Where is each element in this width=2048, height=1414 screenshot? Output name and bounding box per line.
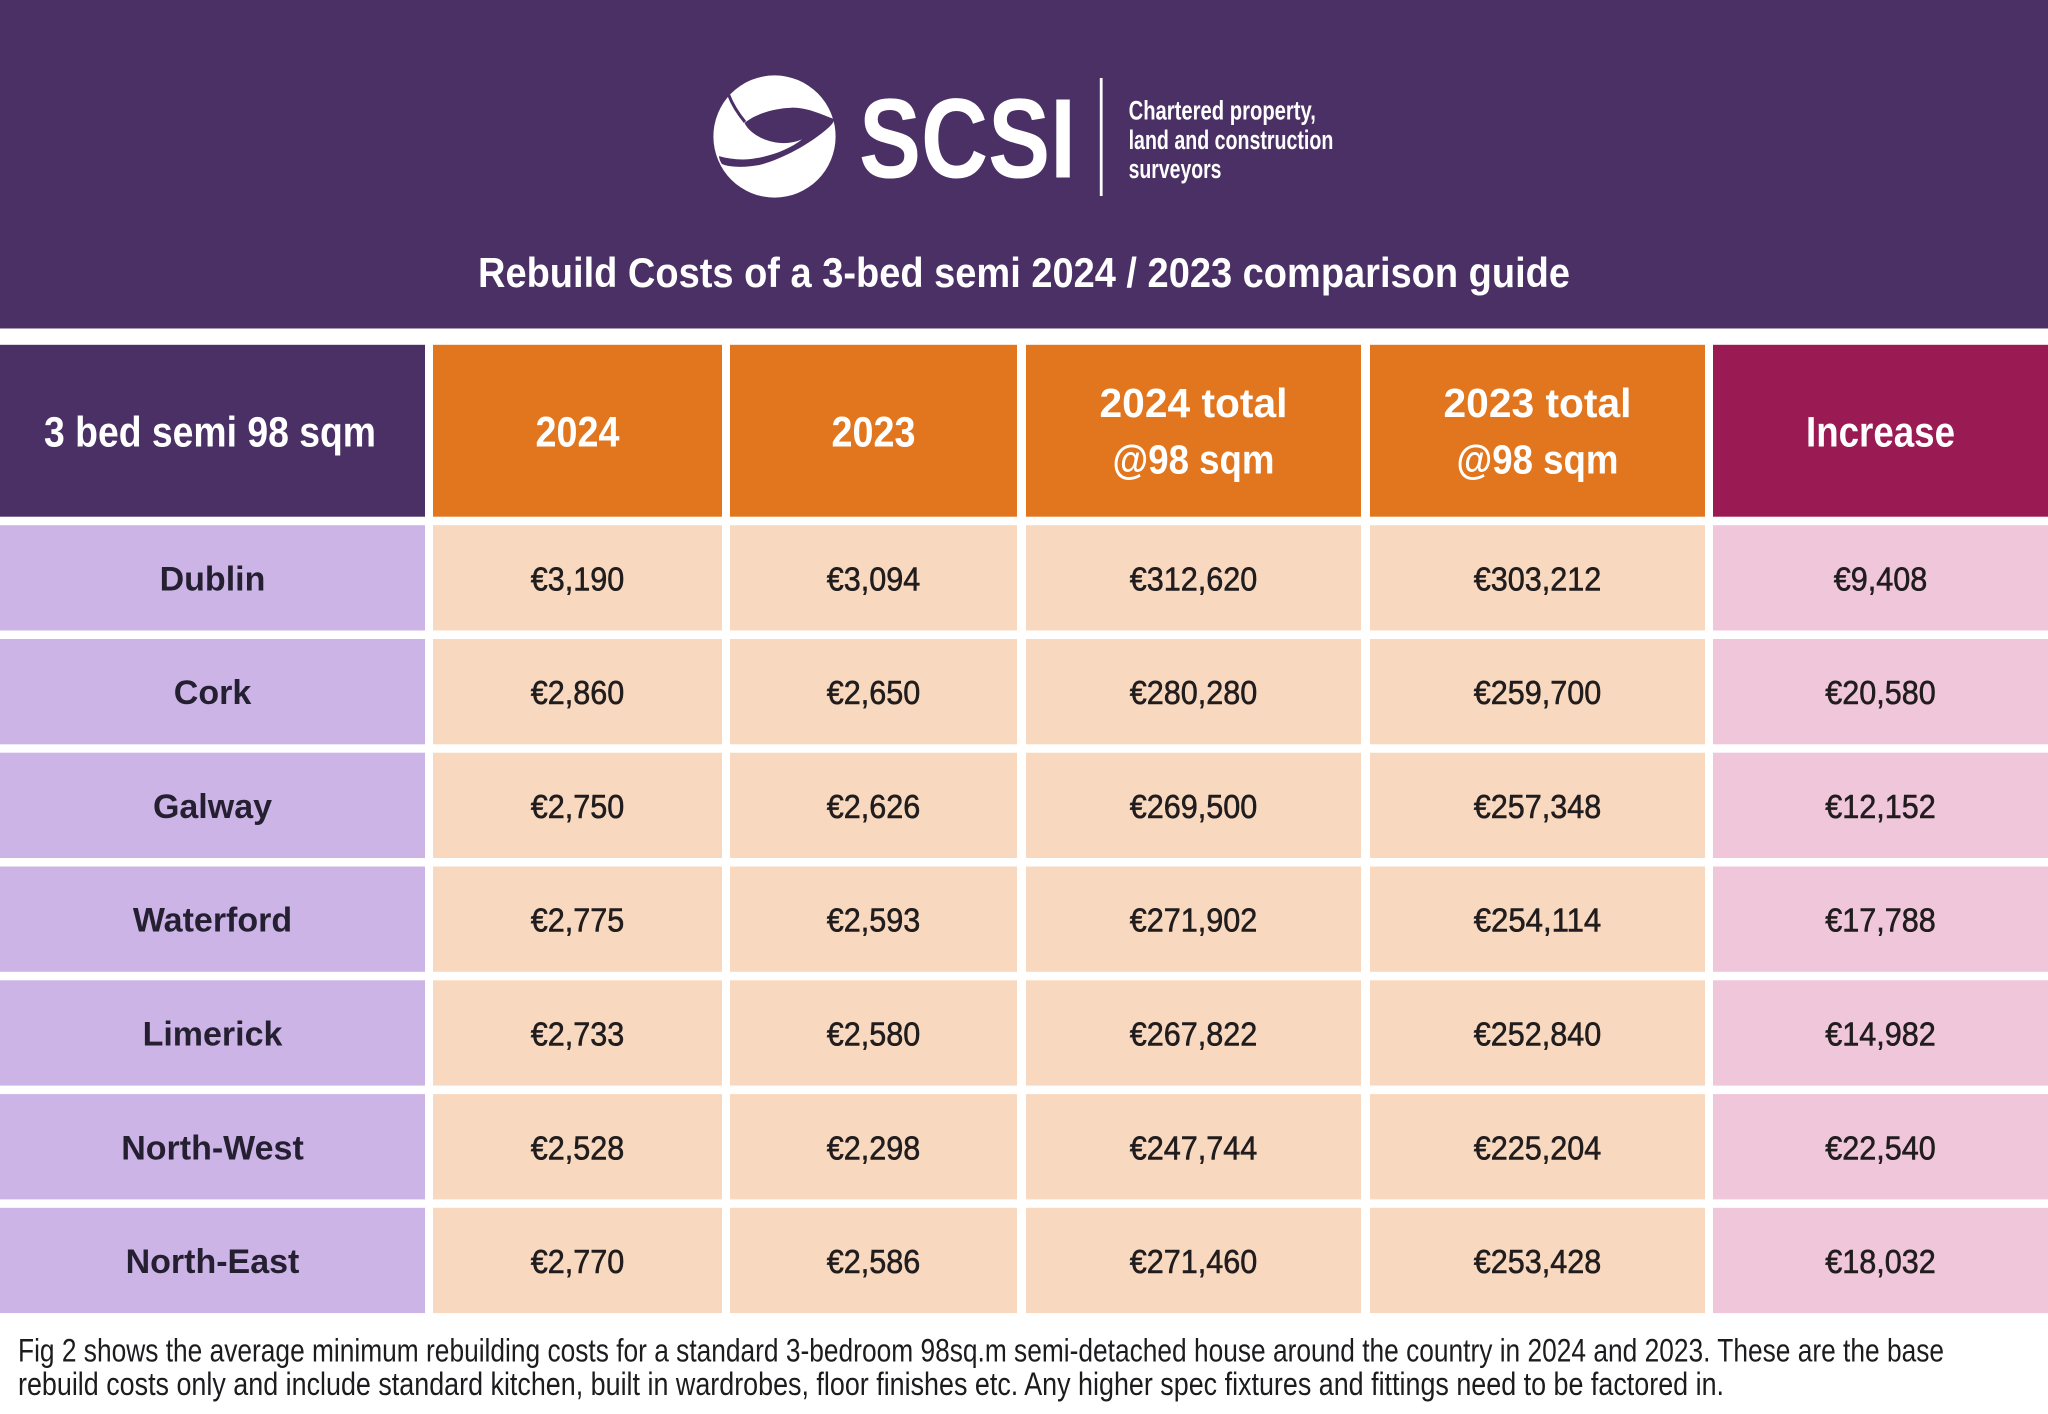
svg-text:North-East: North-East xyxy=(126,1243,300,1281)
svg-text:€257,348: €257,348 xyxy=(1474,788,1602,825)
svg-text:SCSI: SCSI xyxy=(859,76,1076,202)
svg-text:Limerick: Limerick xyxy=(143,1016,283,1054)
svg-text:€247,744: €247,744 xyxy=(1130,1129,1258,1166)
svg-text:€253,428: €253,428 xyxy=(1474,1243,1602,1280)
svg-text:€17,788: €17,788 xyxy=(1825,902,1936,939)
svg-text:€18,032: €18,032 xyxy=(1825,1243,1936,1280)
svg-text:Rebuild Costs of a 3-bed semi: Rebuild Costs of a 3-bed semi 2024 / 202… xyxy=(478,249,1570,296)
svg-text:€269,500: €269,500 xyxy=(1130,788,1258,825)
svg-text:€2,593: €2,593 xyxy=(827,902,921,939)
svg-text:€271,902: €271,902 xyxy=(1130,902,1258,939)
svg-text:€2,750: €2,750 xyxy=(531,788,625,825)
svg-text:€20,580: €20,580 xyxy=(1825,674,1936,711)
svg-text:2023: 2023 xyxy=(832,409,916,457)
svg-text:@98 sqm: @98 sqm xyxy=(1457,436,1619,482)
svg-text:Waterford: Waterford xyxy=(133,902,292,940)
svg-text:€254,114: €254,114 xyxy=(1474,902,1602,939)
svg-text:€2,586: €2,586 xyxy=(827,1243,921,1280)
svg-text:€22,540: €22,540 xyxy=(1825,1129,1936,1166)
svg-text:€14,982: €14,982 xyxy=(1825,1016,1936,1053)
svg-text:rebuild costs only and include: rebuild costs only and include standard … xyxy=(18,1366,1724,1402)
svg-text:€3,190: €3,190 xyxy=(531,560,625,597)
svg-text:Chartered property,: Chartered property, xyxy=(1129,96,1316,126)
svg-text:€2,650: €2,650 xyxy=(827,674,921,711)
svg-text:North-West: North-West xyxy=(121,1129,304,1167)
svg-text:€2,298: €2,298 xyxy=(827,1129,921,1166)
svg-text:€303,212: €303,212 xyxy=(1474,560,1602,597)
svg-text:€9,408: €9,408 xyxy=(1834,560,1928,597)
svg-text:2023 total: 2023 total xyxy=(1444,380,1632,426)
svg-text:Dublin: Dublin xyxy=(160,560,266,598)
svg-text:Increase: Increase xyxy=(1806,409,1955,457)
svg-text:€280,280: €280,280 xyxy=(1130,674,1258,711)
svg-text:2024: 2024 xyxy=(536,409,620,457)
svg-text:€267,822: €267,822 xyxy=(1130,1016,1258,1053)
svg-text:€259,700: €259,700 xyxy=(1474,674,1602,711)
svg-text:€2,528: €2,528 xyxy=(531,1129,625,1166)
svg-text:€271,460: €271,460 xyxy=(1130,1243,1258,1280)
svg-text:€2,775: €2,775 xyxy=(531,902,625,939)
svg-text:€225,204: €225,204 xyxy=(1474,1129,1602,1166)
svg-text:Fig 2 shows the average minimu: Fig 2 shows the average minimum rebuildi… xyxy=(18,1332,1944,1368)
svg-text:€252,840: €252,840 xyxy=(1474,1016,1602,1053)
svg-text:land and construction: land and construction xyxy=(1129,125,1334,155)
svg-text:€12,152: €12,152 xyxy=(1825,788,1936,825)
svg-text:€2,626: €2,626 xyxy=(827,788,921,825)
svg-text:surveyors: surveyors xyxy=(1129,154,1222,184)
svg-text:€2,770: €2,770 xyxy=(531,1243,625,1280)
svg-text:€312,620: €312,620 xyxy=(1130,560,1258,597)
svg-text:Cork: Cork xyxy=(174,674,252,712)
svg-text:€3,094: €3,094 xyxy=(827,560,921,597)
svg-text:@98 sqm: @98 sqm xyxy=(1113,436,1275,482)
svg-text:€2,580: €2,580 xyxy=(827,1016,921,1053)
svg-text:Galway: Galway xyxy=(153,788,272,826)
svg-text:€2,860: €2,860 xyxy=(531,674,625,711)
svg-text:2024 total: 2024 total xyxy=(1100,380,1288,426)
svg-text:€2,733: €2,733 xyxy=(531,1016,625,1053)
svg-text:3 bed semi 98 sqm: 3 bed semi 98 sqm xyxy=(44,409,376,457)
